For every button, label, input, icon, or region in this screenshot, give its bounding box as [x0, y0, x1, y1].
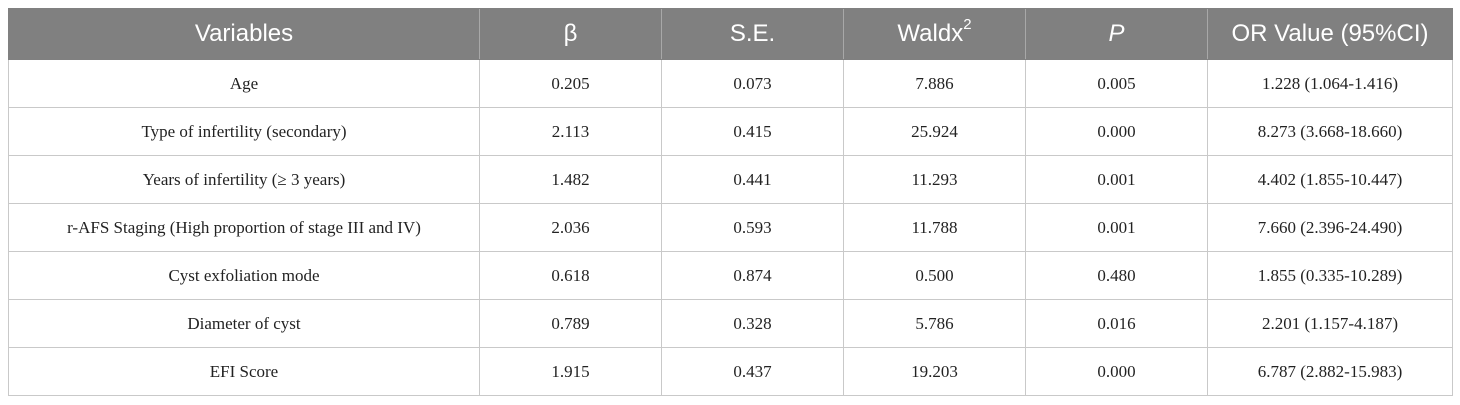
- table-header: Variables β S.E. Waldx2 P OR Value (95%C…: [8, 8, 1453, 60]
- cell-or: 6.787 (2.882-15.983): [1207, 347, 1453, 396]
- regression-table-container: Variables β S.E. Waldx2 P OR Value (95%C…: [8, 8, 1453, 396]
- cell-or: 2.201 (1.157-4.187): [1207, 299, 1453, 348]
- header-wald-superscript: 2: [963, 16, 972, 33]
- cell-beta: 0.789: [479, 299, 662, 348]
- cell-p: 0.005: [1025, 59, 1208, 108]
- cell-beta: 1.915: [479, 347, 662, 396]
- cell-se: 0.328: [661, 299, 844, 348]
- header-se: S.E.: [661, 8, 844, 60]
- header-wald-label: Waldx: [897, 20, 964, 47]
- regression-table: Variables β S.E. Waldx2 P OR Value (95%C…: [8, 8, 1453, 396]
- cell-variable: Age: [8, 59, 480, 108]
- cell-or: 4.402 (1.855-10.447): [1207, 155, 1453, 204]
- cell-se: 0.437: [661, 347, 844, 396]
- cell-variable: r-AFS Staging (High proportion of stage …: [8, 203, 480, 252]
- cell-or: 1.855 (0.335-10.289): [1207, 251, 1453, 300]
- cell-or: 1.228 (1.064-1.416): [1207, 59, 1453, 108]
- cell-or: 7.660 (2.396-24.490): [1207, 203, 1453, 252]
- header-beta: β: [479, 8, 662, 60]
- table-row: Type of infertility (secondary) 2.113 0.…: [8, 107, 1453, 156]
- cell-p: 0.016: [1025, 299, 1208, 348]
- cell-p: 0.001: [1025, 203, 1208, 252]
- cell-beta: 2.113: [479, 107, 662, 156]
- cell-variable: EFI Score: [8, 347, 480, 396]
- cell-wald: 11.293: [843, 155, 1026, 204]
- table-row: EFI Score 1.915 0.437 19.203 0.000 6.787…: [8, 347, 1453, 396]
- cell-p: 0.000: [1025, 347, 1208, 396]
- cell-beta: 0.205: [479, 59, 662, 108]
- cell-se: 0.441: [661, 155, 844, 204]
- cell-se: 0.874: [661, 251, 844, 300]
- cell-or: 8.273 (3.668-18.660): [1207, 107, 1453, 156]
- cell-se: 0.593: [661, 203, 844, 252]
- header-p: P: [1025, 8, 1208, 60]
- cell-variable: Cyst exfoliation mode: [8, 251, 480, 300]
- header-wald: Waldx2: [843, 8, 1026, 60]
- cell-beta: 0.618: [479, 251, 662, 300]
- table-row: Years of infertility (≥ 3 years) 1.482 0…: [8, 155, 1453, 204]
- cell-wald: 25.924: [843, 107, 1026, 156]
- cell-wald: 7.886: [843, 59, 1026, 108]
- cell-se: 0.415: [661, 107, 844, 156]
- table-row: Diameter of cyst 0.789 0.328 5.786 0.016…: [8, 299, 1453, 348]
- cell-p: 0.000: [1025, 107, 1208, 156]
- cell-p: 0.480: [1025, 251, 1208, 300]
- cell-wald: 5.786: [843, 299, 1026, 348]
- cell-p: 0.001: [1025, 155, 1208, 204]
- table-row: r-AFS Staging (High proportion of stage …: [8, 203, 1453, 252]
- cell-wald: 0.500: [843, 251, 1026, 300]
- cell-variable: Years of infertility (≥ 3 years): [8, 155, 480, 204]
- header-row: Variables β S.E. Waldx2 P OR Value (95%C…: [8, 8, 1453, 60]
- header-or: OR Value (95%CI): [1207, 8, 1453, 60]
- cell-se: 0.073: [661, 59, 844, 108]
- cell-variable: Diameter of cyst: [8, 299, 480, 348]
- cell-beta: 2.036: [479, 203, 662, 252]
- cell-variable: Type of infertility (secondary): [8, 107, 480, 156]
- cell-wald: 19.203: [843, 347, 1026, 396]
- cell-beta: 1.482: [479, 155, 662, 204]
- cell-wald: 11.788: [843, 203, 1026, 252]
- table-row: Cyst exfoliation mode 0.618 0.874 0.500 …: [8, 251, 1453, 300]
- table-body: Age 0.205 0.073 7.886 0.005 1.228 (1.064…: [8, 59, 1453, 396]
- table-row: Age 0.205 0.073 7.886 0.005 1.228 (1.064…: [8, 59, 1453, 108]
- header-variables: Variables: [8, 8, 480, 60]
